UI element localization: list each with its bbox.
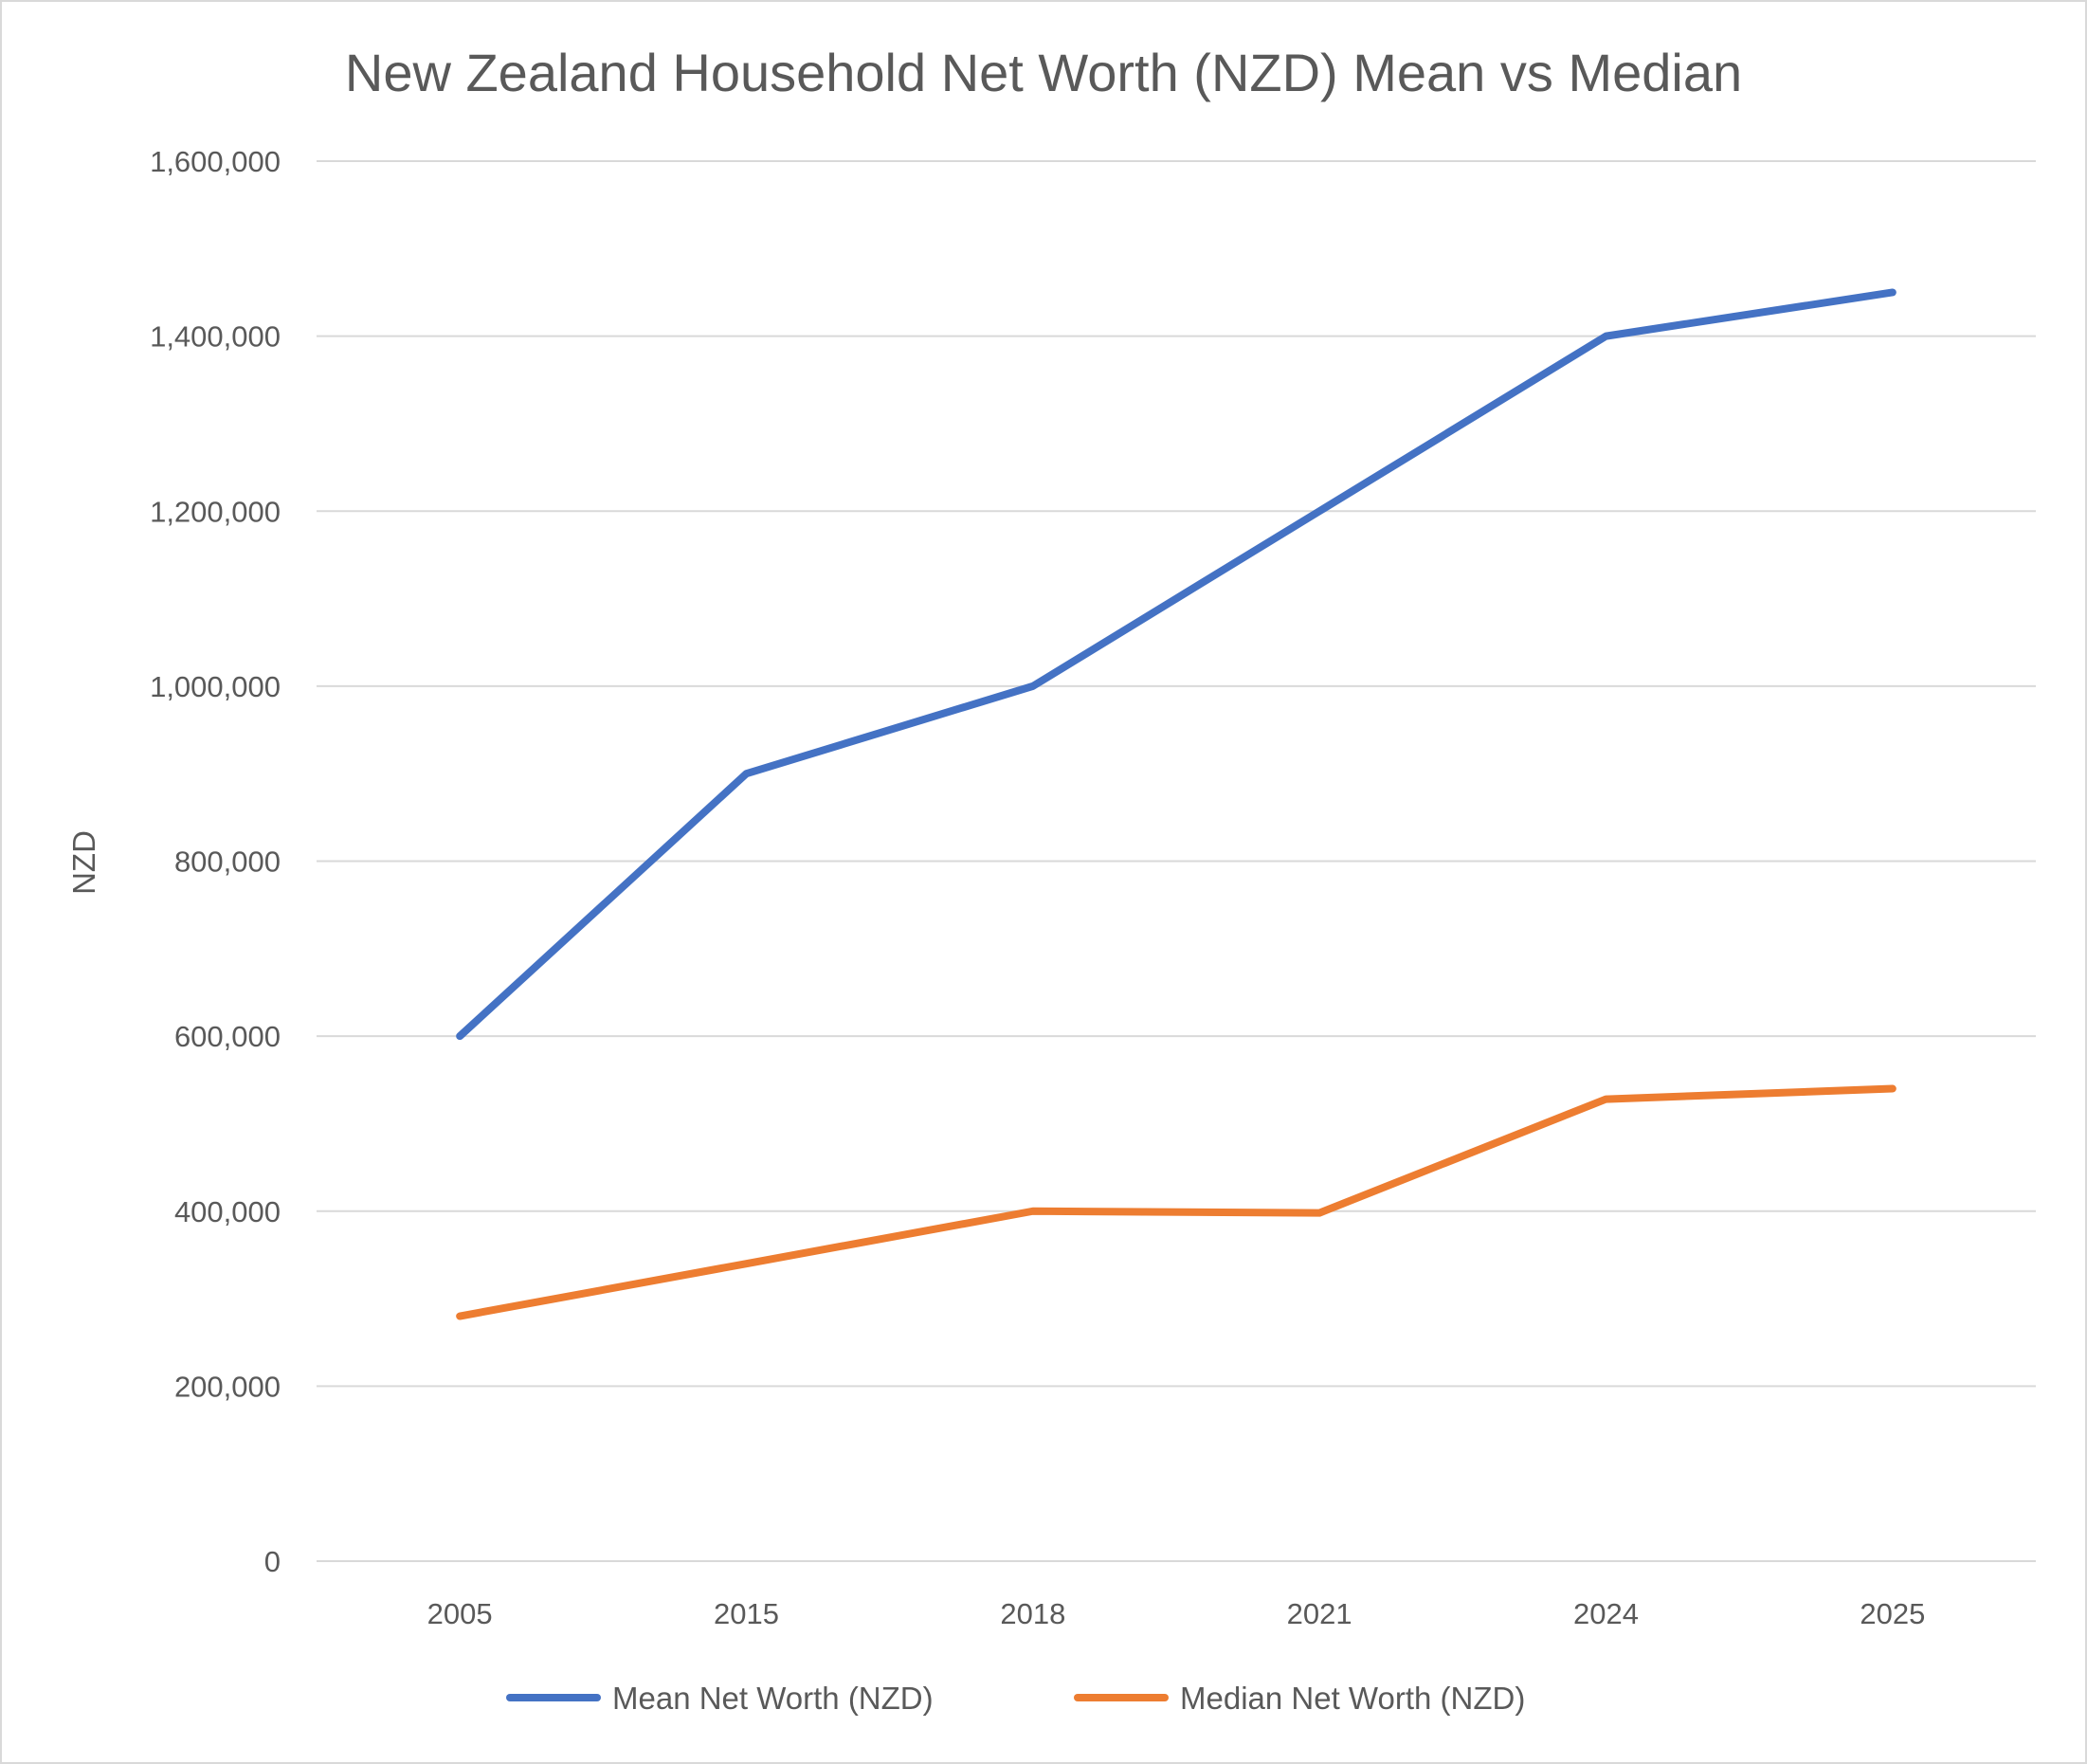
- y-axis-label: NZD: [66, 830, 101, 895]
- y-tick-label: 0: [264, 1545, 281, 1578]
- x-tick-label: 2024: [1573, 1597, 1639, 1630]
- x-tick-label: 2018: [1000, 1597, 1065, 1630]
- y-tick-label: 1,400,000: [150, 320, 281, 354]
- y-tick-label: 800,000: [174, 846, 281, 879]
- y-tick-label: 1,600,000: [150, 145, 281, 178]
- legend-label: Mean Net Worth (NZD): [612, 1681, 934, 1716]
- x-tick-label: 2015: [714, 1597, 779, 1630]
- y-tick-label: 200,000: [174, 1370, 281, 1403]
- series-line-mean: [456, 288, 1896, 1041]
- y-tick-label: 400,000: [174, 1195, 281, 1228]
- x-tick-label: 2021: [1287, 1597, 1352, 1630]
- chart-title: New Zealand Household Net Worth (NZD) Me…: [345, 43, 1742, 102]
- y-tick-label: 600,000: [174, 1020, 281, 1053]
- series-line-median: [456, 1084, 1896, 1320]
- y-tick-label: 1,000,000: [150, 670, 281, 703]
- x-tick-label: 2025: [1860, 1597, 1925, 1630]
- y-tick-label: 1,200,000: [150, 495, 281, 528]
- x-tick-label: 2005: [427, 1597, 493, 1630]
- legend-label: Median Net Worth (NZD): [1180, 1681, 1525, 1716]
